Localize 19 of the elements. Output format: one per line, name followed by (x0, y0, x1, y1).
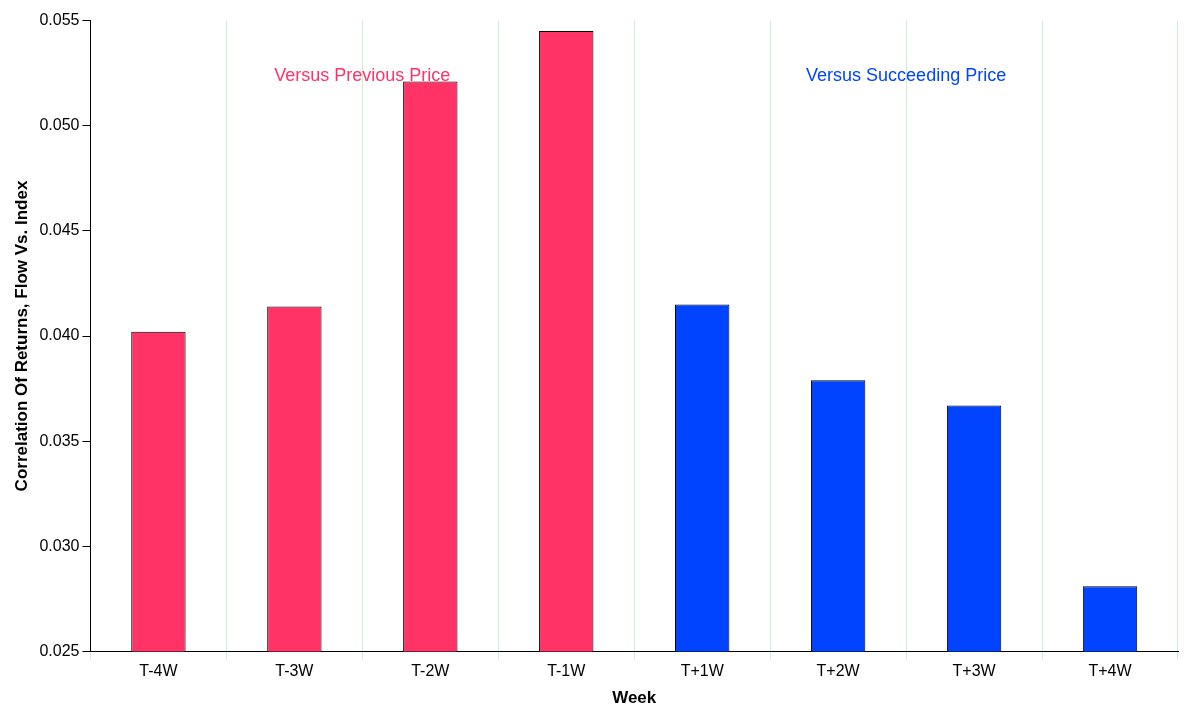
series-label: Versus Previous Price (274, 64, 451, 85)
x-tick-label: T+1W (680, 662, 725, 680)
y-tick-label: 0.030 (39, 536, 80, 554)
y-axis-title: Correlation Of Returns, Flow Vs. Index (11, 180, 31, 492)
x-tick-label: T+4W (1088, 662, 1133, 680)
y-tick-label: 0.050 (39, 116, 80, 134)
text: Versus Succeeding Price (806, 64, 1007, 85)
x-tick-label: T-2W (411, 662, 451, 680)
x-tick-label: T-3W (275, 662, 315, 680)
x-tick-label: T+2W (816, 662, 861, 680)
y-tick-label: 0.045 (39, 221, 80, 239)
y-tick-label: 0.035 (39, 431, 80, 449)
y-tick-label: 0.040 (39, 326, 80, 344)
y-tick-label: 0.025 (39, 641, 80, 659)
x-tick-label: T+3W (952, 662, 997, 680)
x-axis-title: Week (612, 688, 657, 708)
x-tick-label: T-1W (547, 662, 587, 680)
y-tick-label: 0.055 (39, 11, 80, 29)
x-tick-label: T-4W (139, 662, 179, 680)
